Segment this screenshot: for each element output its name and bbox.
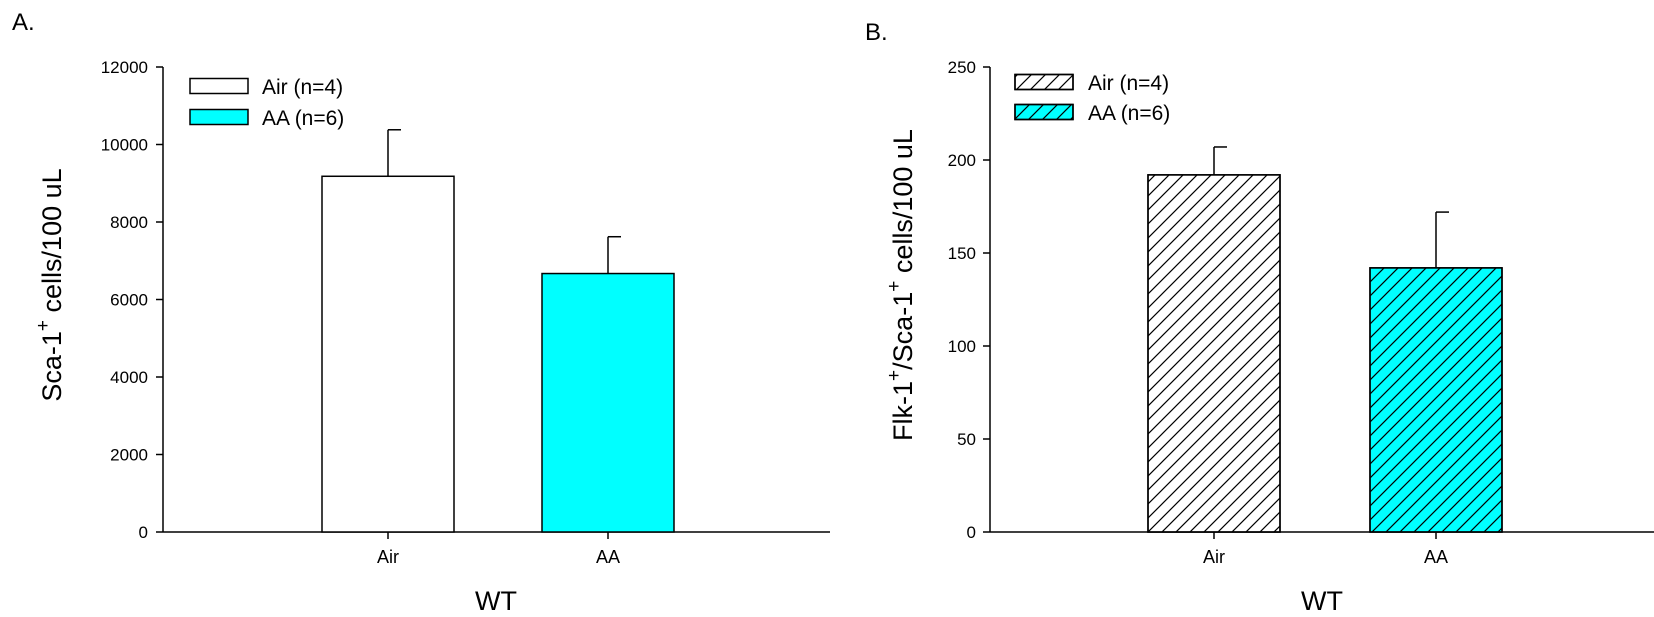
panel-a-category-label: Air bbox=[377, 547, 399, 567]
panel-b-y-tick-label: 200 bbox=[948, 151, 976, 170]
panel-b-y-label-sup2: + bbox=[884, 281, 905, 292]
panel-a-bars bbox=[321, 129, 675, 533]
panel-a-axes: 0 2000 4000 6000 8000 10000 12000 Air AA bbox=[101, 58, 830, 567]
panel-b-y-tick-label: 50 bbox=[957, 430, 976, 449]
panel-b-y-label-mid: /Sca-1 bbox=[888, 292, 918, 370]
panel-b-axes: 0 50 100 150 200 250 Air AA bbox=[948, 58, 1654, 567]
panel-b-y-tick-label: 100 bbox=[948, 337, 976, 356]
panel-b-bar-hatch-aa bbox=[1369, 267, 1503, 533]
panel-a-y-tick-label: 10000 bbox=[101, 136, 148, 155]
panel-a-y-axis-label: Sca-1+ cells/100 uL bbox=[33, 168, 67, 401]
panel-b-y-axis-label: Flk-1+/Sca-1+ cells/100 uL bbox=[884, 129, 918, 441]
panel-a-chart: A. Sca-1+ cells/100 uL 0 2000 4000 6000 8000… bbox=[12, 9, 830, 616]
panel-b-label: B. bbox=[865, 19, 888, 46]
panel-b-category-label: AA bbox=[1424, 547, 1448, 567]
panel-a-y-tick-label: 12000 bbox=[101, 58, 148, 77]
panel-a-legend: Air (n=4) AA (n=6) bbox=[189, 76, 344, 130]
panel-b-legend-swatch-hatch bbox=[1014, 73, 1074, 91]
panel-b-category-label: Air bbox=[1203, 547, 1225, 567]
panel-b-legend-label: Air (n=4) bbox=[1088, 72, 1169, 95]
panel-a-label: A. bbox=[12, 9, 35, 36]
panel-b-y-label-main: Flk-1 bbox=[888, 381, 918, 441]
panel-a-legend-label: AA (n=6) bbox=[262, 107, 344, 130]
panel-b-y-tick-label: 150 bbox=[948, 244, 976, 263]
panel-b-chart: B. Flk-1+/Sca-1+ cells/100 uL 0501001502… bbox=[865, 19, 1654, 616]
panel-b-y-tick-label: 250 bbox=[948, 58, 976, 77]
panel-b-legend: Air (n=4) AA (n=6) bbox=[1014, 72, 1170, 125]
panel-a-bar-aa bbox=[541, 272, 675, 533]
panel-a-legend-swatch bbox=[189, 77, 249, 95]
panel-b-x-axis-label: WT bbox=[1301, 586, 1343, 616]
panel-b-legend-swatch-hatch bbox=[1014, 103, 1074, 121]
panel-b-bars bbox=[1147, 146, 1503, 533]
panel-a-y-tick-label: 0 bbox=[139, 523, 148, 542]
panel-a-y-label-rest: cells/100 uL bbox=[37, 168, 67, 320]
panel-a-y-label-main: Sca-1 bbox=[37, 331, 67, 402]
panel-a-legend-label: Air (n=4) bbox=[262, 76, 343, 99]
panel-a-category-label: AA bbox=[596, 547, 620, 567]
panel-a-x-axis-label: WT bbox=[475, 586, 517, 616]
panel-a-y-tick-label: 8000 bbox=[110, 213, 148, 232]
panel-a-y-tick-label: 6000 bbox=[110, 291, 148, 310]
panel-a-y-tick-label: 2000 bbox=[110, 446, 148, 465]
panel-b-bar-hatch-air bbox=[1147, 174, 1281, 533]
panel-a-y-tick-label: 4000 bbox=[110, 368, 148, 387]
panel-a-bar-air bbox=[321, 175, 455, 533]
panel-a-legend-swatch bbox=[189, 108, 249, 126]
panel-b-y-label-sup: + bbox=[884, 370, 905, 381]
panel-a-y-label-sup: + bbox=[33, 320, 54, 331]
panel-b-legend-label: AA (n=6) bbox=[1088, 102, 1170, 125]
panel-b-y-label-rest: cells/100 uL bbox=[888, 129, 918, 281]
panel-b-y-tick-label: 0 bbox=[967, 523, 976, 542]
